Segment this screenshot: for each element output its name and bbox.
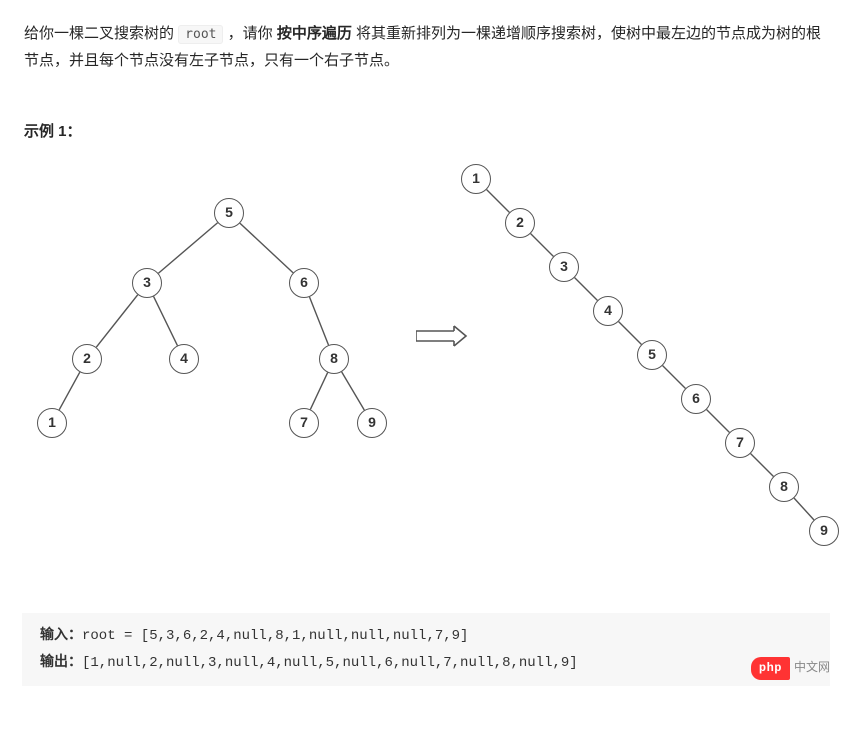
tree-edge xyxy=(310,297,329,345)
output-label: 输出： xyxy=(40,655,82,671)
left-tree-node-2: 2 xyxy=(72,344,102,374)
left-tree-node-4: 4 xyxy=(169,344,199,374)
right-chain-node-9: 9 xyxy=(809,516,839,546)
root-token: root xyxy=(178,25,223,44)
tree-edge xyxy=(310,373,327,410)
problem-statement: 给你一棵二叉搜索树的 root ，请你 按中序遍历 将其重新排列为一棵递增顺序搜… xyxy=(24,20,828,74)
input-label: 输入： xyxy=(40,628,82,644)
left-tree-node-1: 1 xyxy=(37,408,67,438)
input-value: root = [5,3,6,2,4,null,8,1,null,null,nul… xyxy=(82,628,468,644)
tree-edge xyxy=(707,410,730,433)
tree-edge xyxy=(575,278,598,301)
tree-edge xyxy=(794,498,814,520)
right-chain-node-7: 7 xyxy=(725,428,755,458)
tree-edge xyxy=(619,322,642,345)
diagram-edges xyxy=(24,155,828,609)
tree-edge xyxy=(342,372,365,410)
right-chain-node-4: 4 xyxy=(593,296,623,326)
output-value: [1,null,2,null,3,null,4,null,5,null,6,nu… xyxy=(82,655,578,671)
right-chain-node-6: 6 xyxy=(681,384,711,414)
left-tree-node-7: 7 xyxy=(289,408,319,438)
example-heading: 示例 1： xyxy=(24,118,828,145)
left-tree-node-8: 8 xyxy=(319,344,349,374)
right-chain-node-5: 5 xyxy=(637,340,667,370)
tree-edge xyxy=(531,234,554,257)
tree-edge xyxy=(59,372,80,410)
problem-text-prefix: 给你一棵二叉搜索树的 xyxy=(24,25,178,42)
tree-edge xyxy=(240,223,293,273)
tree-edge xyxy=(487,190,510,213)
tree-edge xyxy=(751,454,774,477)
tree-edge xyxy=(96,295,137,347)
output-line: 输出：[1,null,2,null,3,null,4,null,5,null,6… xyxy=(40,650,812,677)
problem-text-after-root: ，请你 xyxy=(228,25,277,42)
right-chain-node-8: 8 xyxy=(769,472,799,502)
right-chain-node-2: 2 xyxy=(505,208,535,238)
tree-edge xyxy=(158,223,217,274)
watermark: php 中文网 xyxy=(751,657,830,681)
right-chain-node-1: 1 xyxy=(461,164,491,194)
tree-edge xyxy=(663,366,686,389)
left-tree-node-6: 6 xyxy=(289,268,319,298)
watermark-text: 中文网 xyxy=(794,658,830,680)
right-chain-node-3: 3 xyxy=(549,252,579,282)
left-tree-node-3: 3 xyxy=(132,268,162,298)
input-line: 输入：root = [5,3,6,2,4,null,8,1,null,null,… xyxy=(40,623,812,650)
left-tree-node-5: 5 xyxy=(214,198,244,228)
left-tree-node-9: 9 xyxy=(357,408,387,438)
tree-diagram: 536248179123456789 xyxy=(24,155,828,609)
tree-edge xyxy=(154,296,178,345)
problem-bold: 按中序遍历 xyxy=(277,25,352,42)
io-block: 输入：root = [5,3,6,2,4,null,8,1,null,null,… xyxy=(22,613,830,686)
watermark-pill: php xyxy=(751,657,790,681)
